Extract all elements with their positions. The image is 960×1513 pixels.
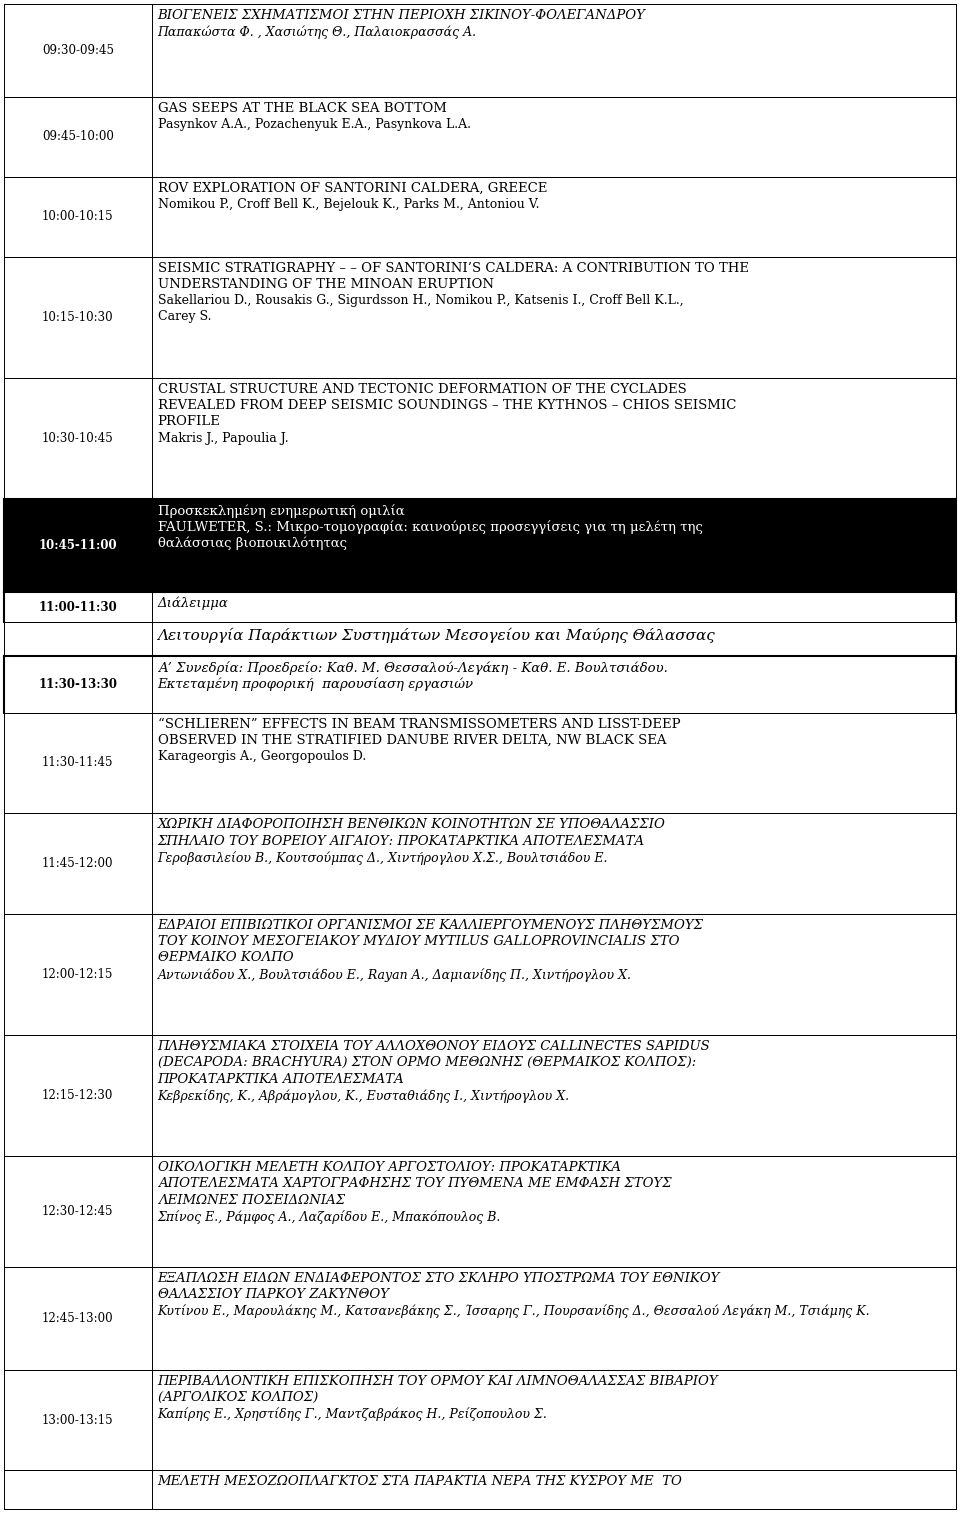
Text: 11:30-13:30: 11:30-13:30: [38, 678, 117, 691]
Text: SEISMIC STRATIGRAPHY – – OF SANTORINI’S CALDERA: A CONTRIBUTION TO THE: SEISMIC STRATIGRAPHY – – OF SANTORINI’S …: [157, 262, 749, 274]
Text: REVEALED FROM DEEP SEISMIC SOUNDINGS – THE KYTHNOS – CHIOS SEISMIC: REVEALED FROM DEEP SEISMIC SOUNDINGS – T…: [157, 399, 736, 412]
Text: 11:30-11:45: 11:30-11:45: [42, 756, 113, 770]
Text: Κεβρεκίδης, Κ., Αβράμογλου, Κ., Ευσταθιάδης Ι., Χιντήρογλου Χ.: Κεβρεκίδης, Κ., Αβράμογλου, Κ., Ευσταθιά…: [157, 1089, 569, 1103]
Text: Παπακώστα Φ. , Χασιώτης Θ., Παλαιοκρασσάς Α.: Παπακώστα Φ. , Χασιώτης Θ., Παλαιοκρασσά…: [157, 26, 477, 39]
Text: ΒΙΟΓΕΝΕΙΣ ΣΧΗΜΑΤΙΣΜΟΙ ΣΤΗΝ ΠΕΡΙΟΧΗ ΣΙΚΙΝΟΥ-ΦΟΛΕΓΑΝΔΡΟΥ: ΒΙΟΓΕΝΕΙΣ ΣΧΗΜΑΤΙΣΜΟΙ ΣΤΗΝ ΠΕΡΙΟΧΗ ΣΙΚΙΝ…: [157, 9, 645, 23]
Text: ΧΩΡΙΚΗ ΔΙΑΦΟΡΟΠΟΙΗΣΗ ΒΕΝΘΙΚΩΝ ΚΟΙΝΟΤΗΤΩΝ ΣΕ ΥΠΟΘΑΛΑΣΣΙΟ: ΧΩΡΙΚΗ ΔΙΑΦΟΡΟΠΟΙΗΣΗ ΒΕΝΘΙΚΩΝ ΚΟΙΝΟΤΗΤΩΝ…: [157, 819, 665, 831]
Text: Εκτεταμένη προφορική  παρουσίαση εργασιών: Εκτεταμένη προφορική παρουσίαση εργασιών: [157, 678, 473, 691]
Text: Προσκεκλημένη ενημερωτική ομιλία: Προσκεκλημένη ενημερωτική ομιλία: [157, 504, 404, 517]
Text: ΠΕΡΙΒΑΛΛΟΝΤΙΚΗ ΕΠΙΣΚΟΠΗΣΗ ΤΟΥ ΟΡΜΟΥ ΚΑΙ ΛΙΜΝΟΘΑΛΑΣΣΑΣ ΒΙΒΑΡΙΟΥ: ΠΕΡΙΒΑΛΛΟΝΤΙΚΗ ΕΠΙΣΚΟΠΗΣΗ ΤΟΥ ΟΡΜΟΥ ΚΑΙ …: [157, 1375, 718, 1387]
Text: ΟΙΚΟΛΟΓΙΚΗ ΜΕΛΕΤΗ ΚΟΛΠΟΥ ΑΡΓΟΣΤΟΛΙΟΥ: ΠΡΟΚΑΤΑΡΚΤΙΚΑ: ΟΙΚΟΛΟΓΙΚΗ ΜΕΛΕΤΗ ΚΟΛΠΟΥ ΑΡΓΟΣΤΟΛΙΟΥ: ΠΡ…: [157, 1160, 620, 1174]
Bar: [4, 97, 956, 177]
Text: ΣΠΗΛΑΙΟ ΤΟΥ ΒΟΡΕΙΟΥ ΑΙΓΑΙΟΥ: ΠΡΟΚΑΤΑΡΚΤΙΚΑ ΑΠΟΤΕΛΕΣΜΑΤΑ: ΣΠΗΛΑΙΟ ΤΟΥ ΒΟΡΕΙΟΥ ΑΙΓΑΙΟΥ: ΠΡΟΚΑΤΑΡΚΤΙ…: [157, 835, 645, 847]
Text: PROFILE: PROFILE: [157, 416, 221, 428]
Text: Karageorgis A., Georgopoulos D.: Karageorgis A., Georgopoulos D.: [157, 750, 366, 764]
Bar: [4, 713, 956, 812]
Text: 10:00-10:15: 10:00-10:15: [42, 210, 113, 222]
Text: θαλάσσιας βιοποικιλότητας: θαλάσσιας βιοποικιλότητας: [157, 537, 347, 551]
Bar: [4, 257, 956, 378]
Text: ROV EXPLORATION OF SANTORINI CALDERA, GREECE: ROV EXPLORATION OF SANTORINI CALDERA, GR…: [157, 182, 547, 195]
Text: 09:30-09:45: 09:30-09:45: [42, 44, 114, 57]
Text: 10:45-11:00: 10:45-11:00: [38, 539, 117, 552]
Text: Σπίνος Ε., Ράμφος Α., Λαζαρίδου Ε., Μπακόπουλος Β.: Σπίνος Ε., Ράμφος Α., Λαζαρίδου Ε., Μπακ…: [157, 1210, 501, 1224]
Text: “SCHLIEREN” EFFECTS IN BEAM TRANSMISSOMETERS AND LISST-DEEP: “SCHLIEREN” EFFECTS IN BEAM TRANSMISSOME…: [157, 717, 681, 731]
Text: FAULWETER, S.: Μικρο-τομογραφία: καινούριες προσεγγίσεις για τη μελέτη της: FAULWETER, S.: Μικρο-τομογραφία: καινούρ…: [157, 520, 703, 534]
Text: 12:45-13:00: 12:45-13:00: [42, 1312, 113, 1325]
Bar: [4, 1156, 956, 1266]
Text: 10:15-10:30: 10:15-10:30: [42, 310, 113, 324]
Text: UNDERSTANDING OF THE MINOAN ERUPTION: UNDERSTANDING OF THE MINOAN ERUPTION: [157, 278, 493, 290]
Text: ΠΛΗΘΥΣΜΙΑΚΑ ΣΤΟΙΧΕΙΑ ΤΟΥ ΑΛΛΟΧΘΟΝΟΥ ΕΙΔΟΥΣ CALLINECTES SAPIDUS: ΠΛΗΘΥΣΜΙΑΚΑ ΣΤΟΙΧΕΙΑ ΤΟΥ ΑΛΛΟΧΘΟΝΟΥ ΕΙΔΟ…: [157, 1039, 710, 1053]
Bar: [4, 1369, 956, 1471]
Text: Κυτίνου Ε., Μαρουλάκης Μ., Κατσανεβάκης Σ., Ίσσαρης Γ., Πουρσανίδης Δ., Θεσσαλού: Κυτίνου Ε., Μαρουλάκης Μ., Κατσανεβάκης …: [157, 1304, 870, 1318]
Text: ΕΔΡΑΙΟΙ ΕΠΙΒΙΩΤΙΚΟΙ ΟΡΓΑΝΙΣΜΟΙ ΣΕ ΚΑΛΛΙΕΡΓΟΥΜΕΝΟΥΣ ΠΛΗΘΥΣΜΟΥΣ: ΕΔΡΑΙΟΙ ΕΠΙΒΙΩΤΙΚΟΙ ΟΡΓΑΝΙΣΜΟΙ ΣΕ ΚΑΛΛΙΕ…: [157, 918, 704, 932]
Text: 13:00-13:15: 13:00-13:15: [42, 1413, 113, 1427]
Text: Pasynkov A.A., Pozachenyuk E.A., Pasynkova L.A.: Pasynkov A.A., Pozachenyuk E.A., Pasynko…: [157, 118, 470, 132]
Bar: [4, 1035, 956, 1156]
Text: ΜΕΛΕΤΗ ΜΕΣΟΖΩΟΠΛΑΓΚΤΟΣ ΣΤΑ ΠΑΡΑΚΤΙΑ ΝΕΡΑ ΤΗΣ ΚΥΣΡΟΥ ΜΕ  ΤΟ: ΜΕΛΕΤΗ ΜΕΣΟΖΩΟΠΛΑΓΚΤΟΣ ΣΤΑ ΠΑΡΑΚΤΙΑ ΝΕΡΑ…: [157, 1475, 683, 1489]
Bar: [4, 5, 956, 97]
Bar: [4, 622, 956, 657]
Text: Nomikou P., Croff Bell K., Bejelouk K., Parks M., Antoniou V.: Nomikou P., Croff Bell K., Bejelouk K., …: [157, 198, 540, 210]
Text: 12:00-12:15: 12:00-12:15: [42, 968, 113, 980]
Text: CRUSTAL STRUCTURE AND TECTONIC DEFORMATION OF THE CYCLADES: CRUSTAL STRUCTURE AND TECTONIC DEFORMATI…: [157, 383, 686, 396]
Text: Λειτουργία Παράκτιων Συστημάτων Μεσογείου και Μαύρης Θάλασσας: Λειτουργία Παράκτιων Συστημάτων Μεσογείο…: [157, 628, 715, 643]
Text: Γεροβασιλείου Β., Κουτσούμπας Δ., Χιντήρογλου Χ.Σ., Βουλτσιάδου Ε.: Γεροβασιλείου Β., Κουτσούμπας Δ., Χιντήρ…: [157, 850, 608, 865]
Bar: [4, 378, 956, 499]
Bar: [4, 657, 956, 713]
Text: (ΑΡΓΟΛΙΚΟΣ ΚΟΛΠΟΣ): (ΑΡΓΟΛΙΚΟΣ ΚΟΛΠΟΣ): [157, 1392, 318, 1404]
Text: Καπίρης Ε., Χρηστίδης Γ., Μαντζαβράκος Η., Ρείζοπουλου Σ.: Καπίρης Ε., Χρηστίδης Γ., Μαντζαβράκος Η…: [157, 1407, 547, 1421]
Text: ΛΕΙΜΩΝΕΣ ΠΟΣΕΙΔΩΝΙΑΣ: ΛΕΙΜΩΝΕΣ ΠΟΣΕΙΔΩΝΙΑΣ: [157, 1194, 345, 1207]
Text: Διάλειμμα: Διάλειμμα: [157, 596, 228, 610]
Text: OBSERVED IN THE STRATIFIED DANUBE RIVER DELTA, NW BLACK SEA: OBSERVED IN THE STRATIFIED DANUBE RIVER …: [157, 734, 666, 747]
Text: 10:30-10:45: 10:30-10:45: [42, 431, 113, 445]
Text: 11:45-12:00: 11:45-12:00: [42, 856, 113, 870]
Text: ΤΟΥ ΚΟΙΝΟΥ ΜΕΣΟΓΕΙΑΚΟΥ ΜΥΔΙΟΥ MYTILUS GALLOPROVINCIALIS ΣΤΟ: ΤΟΥ ΚΟΙΝΟΥ ΜΕΣΟΓΕΙΑΚΟΥ ΜΥΔΙΟΥ MYTILUS GA…: [157, 935, 679, 949]
Text: ΘΑΛΑΣΣΙΟΥ ΠΑΡΚΟΥ ΖΑΚΥΝΘΟΥ: ΘΑΛΑΣΣΙΟΥ ΠΑΡΚΟΥ ΖΑΚΥΝΘΟΥ: [157, 1288, 389, 1301]
Text: Αντωνιάδου Χ., Βουλτσιάδου Ε., Rayan Α., Δαμιανίδης Π., Χιντήρογλου Χ.: Αντωνιάδου Χ., Βουλτσιάδου Ε., Rayan Α.,…: [157, 968, 632, 982]
Bar: [4, 177, 956, 257]
Text: ΑΠΟΤΕΛΕΣΜΑΤΑ ΧΑΡΤΟΓΡΑΦΗΣΗΣ ΤΟΥ ΠΥΘΜΕΝΑ ΜΕ ΕΜΦΑΣΗ ΣΤΟΥΣ: ΑΠΟΤΕΛΕΣΜΑΤΑ ΧΑΡΤΟΓΡΑΦΗΣΗΣ ΤΟΥ ΠΥΘΜΕΝΑ Μ…: [157, 1177, 671, 1191]
Text: GAS SEEPS AT THE BLACK SEA BOTTOM: GAS SEEPS AT THE BLACK SEA BOTTOM: [157, 101, 446, 115]
Bar: [4, 914, 956, 1035]
Bar: [4, 499, 956, 592]
Bar: [4, 592, 956, 622]
Text: 12:15-12:30: 12:15-12:30: [42, 1089, 113, 1101]
Text: ΘΕΡΜΑΙΚΟ ΚΟΛΠΟ: ΘΕΡΜΑΙΚΟ ΚΟΛΠΟ: [157, 952, 293, 964]
Bar: [4, 1471, 956, 1508]
Text: ΠΡΟΚΑΤΑΡΚΤΙΚΑ ΑΠΟΤΕΛΕΣΜΑΤΑ: ΠΡΟΚΑΤΑΡΚΤΙΚΑ ΑΠΟΤΕΛΕΣΜΑΤΑ: [157, 1073, 404, 1086]
Bar: [4, 812, 956, 914]
Text: 11:00-11:30: 11:00-11:30: [38, 601, 117, 614]
Text: 09:45-10:00: 09:45-10:00: [42, 130, 113, 144]
Text: (DECAPODA: BRACHYURA) ΣΤΟΝ ΟΡΜΟ ΜΕΘΩΝΗΣ (ΘΕΡΜΑΙΚΟΣ ΚΟΛΠΟΣ):: (DECAPODA: BRACHYURA) ΣΤΟΝ ΟΡΜΟ ΜΕΘΩΝΗΣ …: [157, 1056, 696, 1070]
Text: 12:30-12:45: 12:30-12:45: [42, 1204, 113, 1218]
Bar: [4, 1266, 956, 1369]
Text: Carey S.: Carey S.: [157, 310, 211, 322]
Text: Makris J., Papoulia J.: Makris J., Papoulia J.: [157, 431, 288, 445]
Text: ΕΞΑΠΛΩΣΗ ΕΙΔΩΝ ΕΝΔΙΑΦΕΡΟΝΤΟΣ ΣΤΟ ΣΚΛΗΡΟ ΥΠΟΣΤΡΩΜΑ ΤΟΥ ΕΘΝΙΚΟΥ: ΕΞΑΠΛΩΣΗ ΕΙΔΩΝ ΕΝΔΙΑΦΕΡΟΝΤΟΣ ΣΤΟ ΣΚΛΗΡΟ …: [157, 1272, 720, 1285]
Text: Α’ Συνεδρία: Προεδρείο: Καθ. Μ. Θεσσαλού-Λεγάκη - Καθ. Ε. Βουλτσιάδου.: Α’ Συνεδρία: Προεδρείο: Καθ. Μ. Θεσσαλού…: [157, 661, 667, 675]
Text: Sakellariou D., Rousakis G., Sigurdsson H., Nomikou P., Katsenis I., Croff Bell : Sakellariou D., Rousakis G., Sigurdsson …: [157, 295, 684, 307]
